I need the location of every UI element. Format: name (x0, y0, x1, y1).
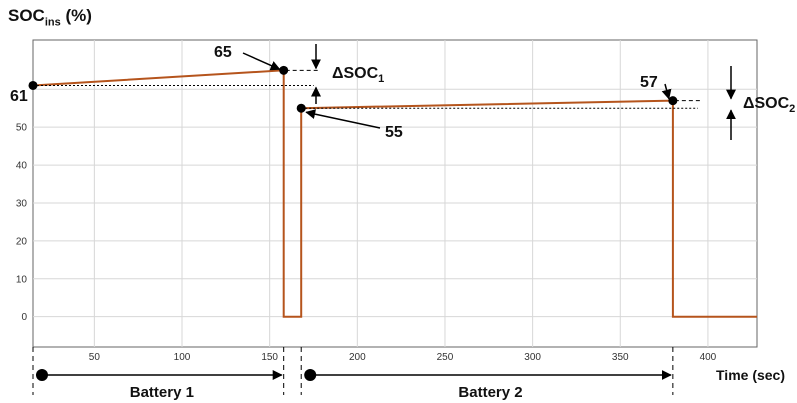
delta-soc-1-label: ΔSOC1 (332, 65, 384, 85)
x-tick-label: 350 (612, 352, 629, 363)
y-tick-label: 40 (16, 161, 28, 172)
segment-label: Battery 2 (458, 384, 522, 401)
x-axis-label: Time (sec) (716, 367, 785, 383)
segment-label: Battery 1 (130, 384, 194, 401)
point-label: 65 (214, 44, 232, 61)
plot-area (32, 39, 758, 348)
x-tick-label: 300 (524, 352, 541, 363)
soc-series-line (32, 69, 757, 318)
point-label-arrow (242, 52, 281, 71)
x-tick-label: 400 (700, 352, 717, 363)
grid (33, 40, 757, 347)
delta-soc-2-label: ΔSOC2 (743, 95, 795, 115)
y-tick-label: 30 (16, 198, 28, 209)
x-tick-label: 100 (174, 352, 191, 363)
tick-labels: 50 100 150 200 250 300 350 400 0 10 20 30 40 50 (16, 123, 717, 363)
y-tick-label: 20 (16, 236, 28, 247)
point-label-arrow (661, 83, 672, 100)
point-label: 57 (640, 74, 658, 91)
x-tick-label: 150 (261, 352, 278, 363)
annotations: 61 65 55 57 ΔSOC1 ΔSOC2 Battery 1 Battery 2 (10, 44, 795, 401)
point-label-arrow (305, 109, 381, 129)
point-label: 55 (385, 124, 403, 141)
y-axis-label: SOCins (%) (8, 6, 92, 29)
x-tick-label: 250 (437, 352, 454, 363)
y-tick-label: 50 (16, 123, 28, 134)
point-label: 61 (10, 88, 28, 105)
data-point-marker (279, 65, 289, 75)
y-tick-label: 0 (21, 312, 27, 323)
y-tick-label: 10 (16, 274, 28, 285)
x-tick-label: 200 (349, 352, 366, 363)
x-tick-label: 50 (89, 352, 101, 363)
